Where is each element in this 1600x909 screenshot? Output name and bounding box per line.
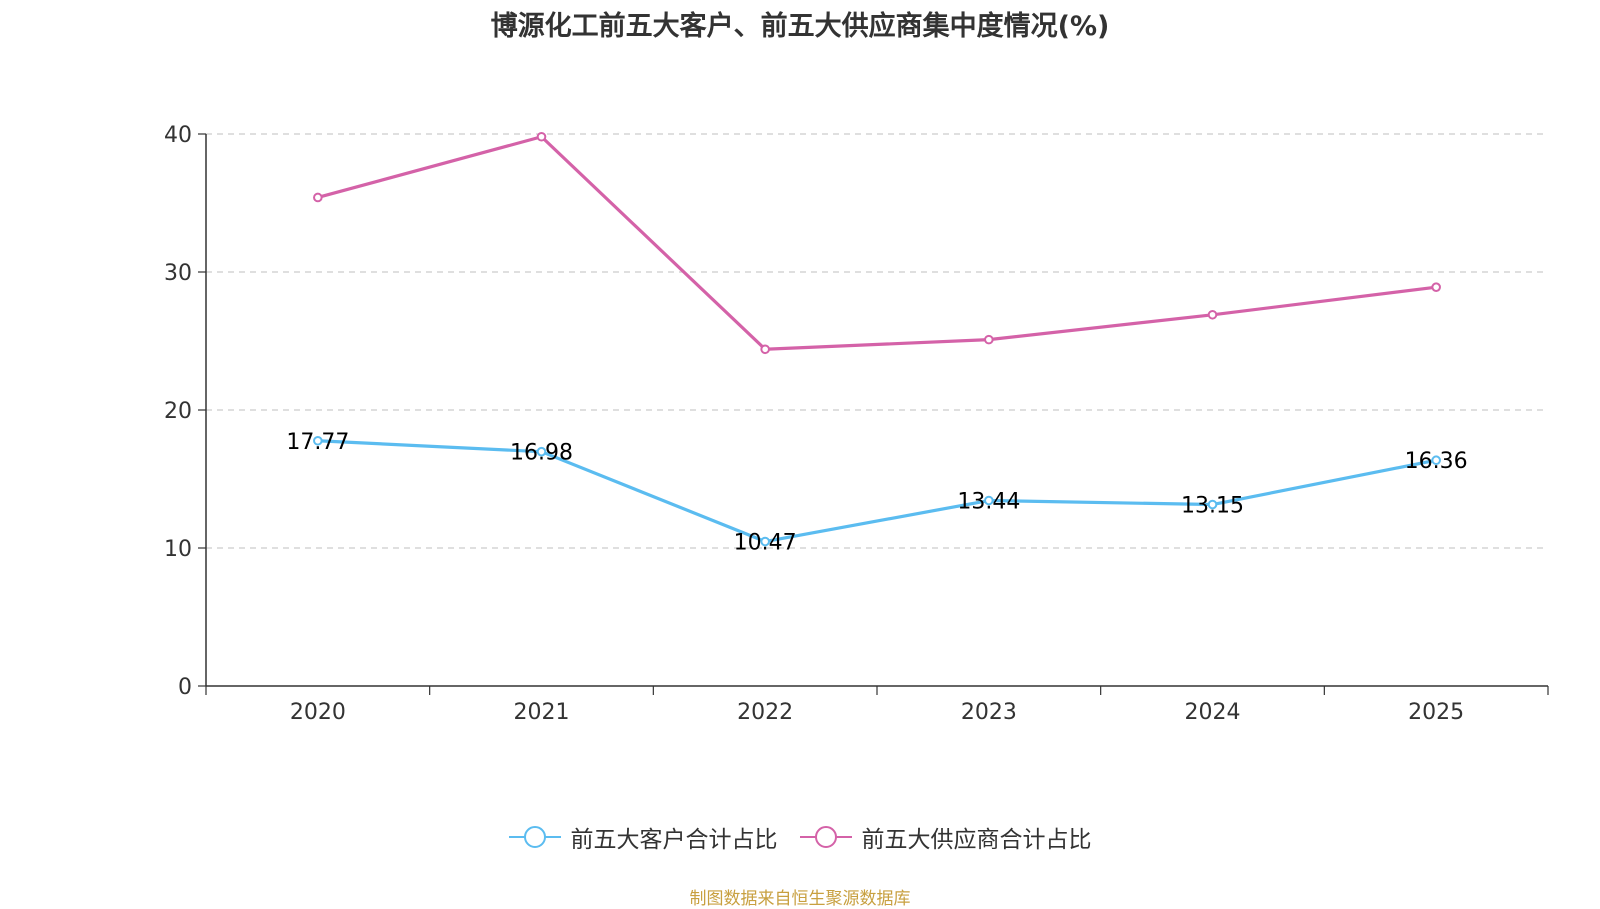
legend-marker-customers-icon bbox=[508, 826, 561, 848]
x-tick-label-2025: 2025 bbox=[1408, 700, 1464, 725]
x-tick-label-2020: 2020 bbox=[290, 700, 346, 725]
data-point-0-2025 bbox=[1431, 455, 1441, 466]
data-point-0-2020 bbox=[313, 435, 323, 446]
data-label-0-2021: 16.98 bbox=[510, 441, 573, 466]
data-label-0-2024: 13.15 bbox=[1181, 494, 1244, 519]
data-point-0-2021 bbox=[536, 446, 547, 457]
data-point-1-2025 bbox=[1431, 282, 1441, 292]
data-label-0-2020: 17.77 bbox=[286, 430, 349, 455]
legend-item-suppliers[interactable]: 前五大供应商合计占比 bbox=[799, 820, 1092, 854]
data-point-0-2023 bbox=[984, 495, 994, 506]
legend-item-customers[interactable]: 前五大客户合计占比 bbox=[508, 820, 778, 854]
data-label-0-2023: 13.44 bbox=[957, 490, 1020, 515]
legend-marker-suppliers-icon bbox=[799, 826, 852, 848]
data-point-1-2023 bbox=[984, 334, 994, 345]
data-point-1-2024 bbox=[1207, 309, 1218, 320]
y-tick-label-30: 30 bbox=[164, 261, 192, 286]
data-point-0-2022 bbox=[760, 536, 770, 547]
data-label-0-2022: 10.47 bbox=[734, 531, 797, 556]
y-tick-label-40: 40 bbox=[164, 123, 192, 148]
data-label-0-2025: 16.36 bbox=[1405, 449, 1468, 474]
data-point-1-2022 bbox=[760, 344, 770, 355]
x-tick-label-2023: 2023 bbox=[961, 700, 1017, 725]
series-line-1 bbox=[317, 135, 1437, 351]
legend-label-customers: 前五大客户合计占比 bbox=[570, 827, 778, 853]
x-tick-label-2022: 2022 bbox=[737, 700, 793, 725]
data-source-note: 制图数据来自恒生聚源数据库 bbox=[689, 889, 911, 909]
legend: 前五大客户合计占比 前五大供应商合计占比 bbox=[0, 820, 1600, 854]
x-tick-label-2021: 2021 bbox=[514, 700, 570, 725]
data-point-0-2024 bbox=[1207, 499, 1218, 510]
chart-title: 博源化工前五大客户、前五大供应商集中度情况(%) bbox=[490, 11, 1110, 42]
legend-label-suppliers: 前五大供应商合计占比 bbox=[861, 827, 1092, 853]
series-line-0 bbox=[317, 439, 1437, 544]
y-tick-label-0: 0 bbox=[178, 675, 192, 700]
y-tick-label-20: 20 bbox=[164, 399, 192, 424]
y-tick-label-10: 10 bbox=[164, 537, 192, 562]
data-point-1-2021 bbox=[536, 131, 547, 142]
x-tick-label-2024: 2024 bbox=[1185, 700, 1241, 725]
data-point-1-2020 bbox=[313, 192, 323, 203]
